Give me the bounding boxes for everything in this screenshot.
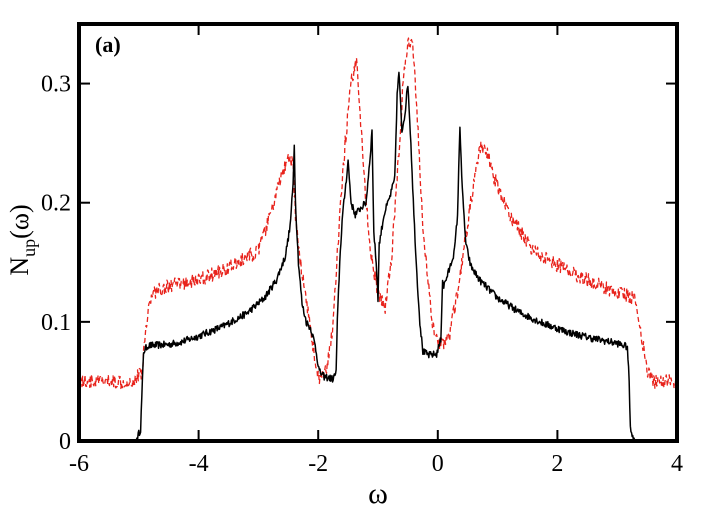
x-tick-label: 4 bbox=[671, 451, 683, 477]
y-axis-title: Nup(ω) bbox=[5, 204, 39, 275]
y-tick-label: 0.2 bbox=[41, 191, 71, 217]
y-tick-label: 0 bbox=[59, 429, 71, 455]
x-tick-label: -4 bbox=[189, 451, 209, 477]
series-layer bbox=[78, 37, 678, 442]
y-axis-title-argument: (ω) bbox=[5, 204, 34, 238]
y-axis-title-base: N bbox=[5, 257, 34, 276]
y-axis-title-subscript: up bbox=[19, 239, 39, 257]
x-axis-title: ω bbox=[368, 477, 388, 510]
y-tick-label: 0.3 bbox=[41, 72, 71, 98]
x-tick-label: 0 bbox=[432, 451, 444, 477]
x-tick-label: 2 bbox=[551, 451, 563, 477]
x-tick-label: -6 bbox=[69, 451, 89, 477]
tick-layer: -6 -4 -2 0 2 4 0 0.1 0.2 0.3 bbox=[41, 24, 683, 477]
panel-label: (a) bbox=[95, 32, 121, 57]
series-line-black-solid bbox=[78, 71, 678, 442]
x-tick-label: -2 bbox=[308, 451, 328, 477]
plot-frame bbox=[77, 22, 679, 443]
y-tick-label: 0.1 bbox=[41, 310, 71, 336]
series-line-red-dashed bbox=[78, 37, 678, 390]
